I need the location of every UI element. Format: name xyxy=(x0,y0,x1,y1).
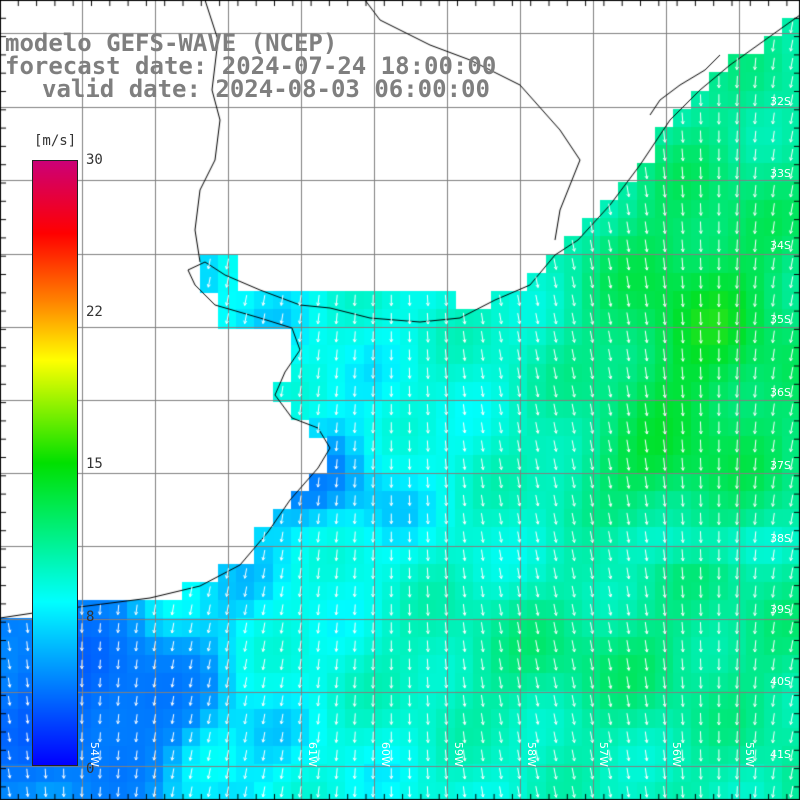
colorbar-tick: 0 xyxy=(86,761,95,777)
lat-label: 41S xyxy=(770,748,791,761)
colorbar xyxy=(32,160,78,766)
lat-label: 39S xyxy=(770,603,791,616)
lat-label: 37S xyxy=(770,459,791,472)
lon-label: 55W xyxy=(743,742,756,767)
lon-label: 61W xyxy=(306,742,319,767)
lon-label: 58W xyxy=(525,742,538,767)
lat-label: 36S xyxy=(770,386,791,399)
valid-date: valid date: 2024-08-03 06:00:00 xyxy=(42,75,490,103)
lat-label: 33S xyxy=(770,167,791,180)
lat-label: 32S xyxy=(770,95,791,108)
colorbar-unit: [m/s] xyxy=(34,133,77,149)
colorbar-tick: 30 xyxy=(86,152,103,168)
colorbar-tick: 22 xyxy=(86,304,103,320)
lat-label: 35S xyxy=(770,313,791,326)
lat-label: 38S xyxy=(770,532,791,545)
colorbar-tick: 15 xyxy=(86,456,103,472)
model-title: modelo GEFS-WAVE (NCEP) xyxy=(5,29,338,57)
lon-label: 59W xyxy=(452,742,465,767)
lon-label: 56W xyxy=(670,742,683,767)
lon-label: 57W xyxy=(597,742,610,767)
colorbar-tick: 8 xyxy=(86,609,95,625)
lat-label: 40S xyxy=(770,675,791,688)
lat-label: 34S xyxy=(770,239,791,252)
forecast-date: forecast date: 2024-07-24 18:00:00 xyxy=(5,52,497,80)
lon-label: 54W xyxy=(88,742,101,767)
lon-label: 60W xyxy=(379,742,392,767)
